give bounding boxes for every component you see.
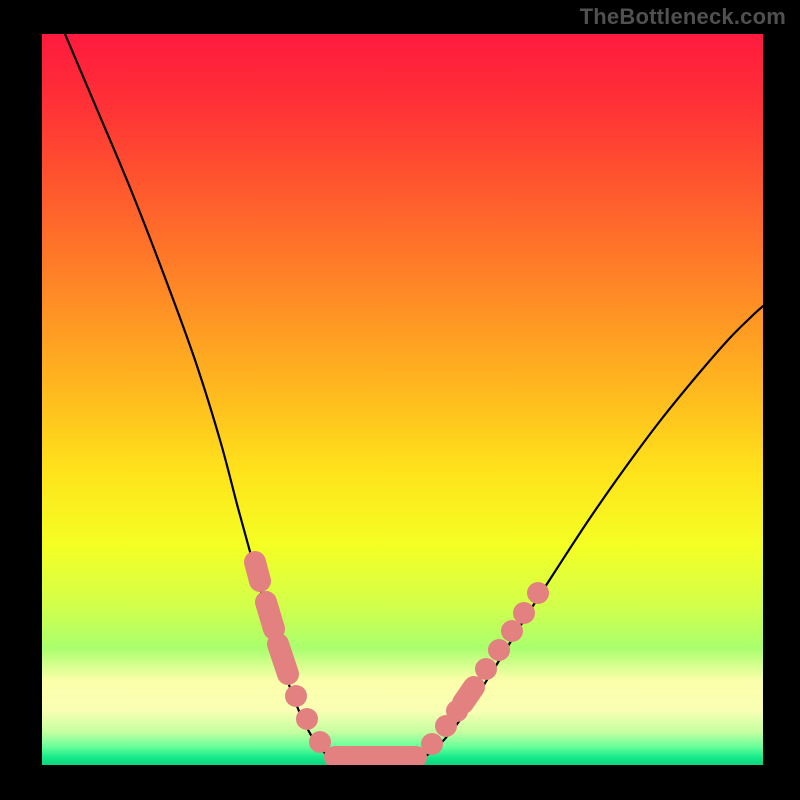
marker-dot [421, 733, 443, 755]
marker-dot [296, 708, 318, 730]
marker-pill [266, 602, 274, 629]
marker-dot [475, 658, 497, 680]
marker-dot [513, 602, 535, 624]
plot-svg [42, 34, 763, 765]
marker-dot [488, 639, 510, 661]
marker-pill [278, 644, 288, 674]
marker-pill [255, 562, 260, 581]
plot-area [42, 34, 763, 765]
marker-dot [527, 582, 549, 604]
figure-root: TheBottleneck.com [0, 0, 800, 800]
watermark-text: TheBottleneck.com [580, 4, 786, 30]
marker-pill [463, 687, 474, 703]
marker-dot [285, 685, 307, 707]
gradient-background [42, 34, 763, 765]
marker-dot [501, 620, 523, 642]
